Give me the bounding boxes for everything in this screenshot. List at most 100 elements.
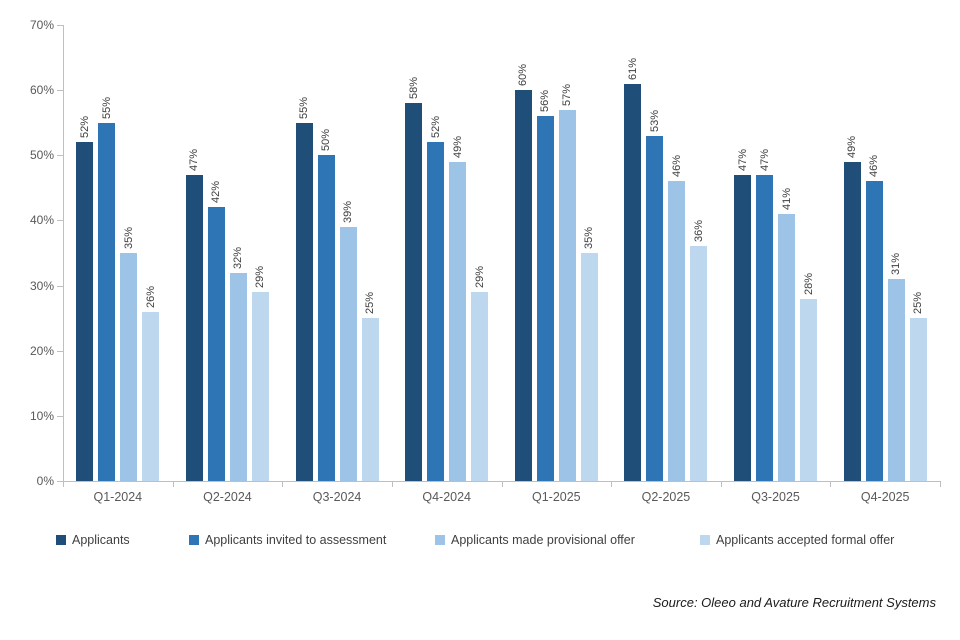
bar [514,90,532,481]
legend-item: Applicants accepted formal offer [700,533,894,547]
x-axis-tick [720,482,722,487]
bar [580,253,598,481]
legend-label: Applicants [72,533,130,547]
bar-value-label: 31% [890,253,903,276]
bar [295,122,313,481]
bar-value-label: 28% [802,272,815,295]
x-axis-category-label: Q3-2024 [312,490,362,504]
legend-label: Applicants invited to assessment [205,533,387,547]
bar-value-label: 52% [78,116,91,139]
bar-value-label: 61% [626,57,639,80]
bar-value-label: 46% [868,155,881,178]
y-axis-tick-label: 30% [29,278,54,293]
bar [449,161,467,481]
bar [800,298,818,481]
bar [909,318,927,481]
y-axis-tick [57,90,63,92]
x-axis-tick [391,482,393,487]
x-axis-category-label: Q2-2025 [641,490,691,504]
legend-swatch-icon [700,535,710,545]
bar-value-label: 49% [846,135,859,158]
y-axis-tick-label: 40% [29,213,54,228]
y-axis-tick [57,155,63,157]
bar [120,253,138,481]
bar-value-label: 35% [122,226,135,249]
bar [142,311,160,481]
bar [98,122,116,481]
bar [887,279,905,481]
bar-value-label: 55% [298,96,311,119]
bar-value-label: 32% [232,246,245,269]
bar [207,207,225,481]
bar [317,155,335,481]
bar [778,213,796,481]
legend-label: Applicants made provisional offer [451,533,635,547]
bar-value-label: 29% [473,266,486,289]
legend-swatch-icon [435,535,445,545]
bar [339,226,357,481]
bar [646,135,664,481]
bar [76,142,94,481]
bar [405,103,423,481]
y-axis-tick-label: 10% [29,408,54,423]
y-axis-tick [57,481,63,482]
bar [185,174,203,481]
bar [251,292,269,481]
bar-value-label: 50% [320,129,333,152]
chart-legend: Applicants Applicants invited to assessme… [0,533,960,553]
x-axis-category-label: Q1-2025 [531,490,581,504]
bar [536,116,554,481]
bar [624,83,642,481]
x-axis-tick [940,482,941,487]
y-axis-tick [57,220,63,222]
y-axis-tick [57,285,63,287]
legend-label: Applicants accepted formal offer [716,533,895,547]
legend-swatch-icon [56,535,66,545]
x-axis-tick [282,482,284,487]
bar [843,161,861,481]
bar-value-label: 36% [692,220,705,243]
x-axis-category-label: Q2-2024 [203,490,252,504]
y-axis-tick [57,415,63,417]
x-axis-tick [830,482,832,487]
y-axis-tick-label: 0% [36,474,54,488]
bar-value-label: 47% [736,148,749,171]
bar-value-label: 26% [144,285,157,308]
x-axis-line [63,481,941,482]
bar [734,174,752,481]
bar [690,246,708,481]
legend-item: Applicants [56,533,130,547]
legend-swatch-icon [189,535,199,545]
bar-value-label: 52% [429,116,442,139]
bar-value-label: 49% [451,135,464,158]
bar [756,174,774,481]
y-axis-tick-label: 70% [29,18,54,32]
bar-value-label: 29% [254,266,267,289]
y-axis-tick-label: 60% [29,83,54,98]
bar-value-label: 42% [210,181,223,204]
bar-value-label: 53% [648,109,661,132]
bar-value-label: 46% [670,155,683,178]
x-axis-category-label: Q4-2024 [422,490,472,504]
bar-value-label: 55% [100,96,113,119]
bar-value-label: 60% [517,64,530,87]
y-axis-tick-label: 50% [29,148,54,163]
legend-item: Applicants invited to assessment [189,533,386,547]
bar [427,142,445,481]
bar [361,318,379,481]
bar [229,272,247,481]
x-axis-category-label: Q4-2025 [860,490,910,504]
bar-value-label: 47% [188,148,201,171]
bar-value-label: 25% [364,292,377,315]
y-axis-line [63,25,64,481]
x-axis-tick [611,482,613,487]
legend-item: Applicants made provisional offer [435,533,635,547]
bar [471,292,489,481]
bar-value-label: 58% [407,77,420,100]
bar-value-label: 35% [583,226,596,249]
y-axis-tick [57,25,63,26]
bar-value-label: 57% [561,83,574,106]
x-axis-tick [63,482,64,487]
bar-value-label: 47% [758,148,771,171]
